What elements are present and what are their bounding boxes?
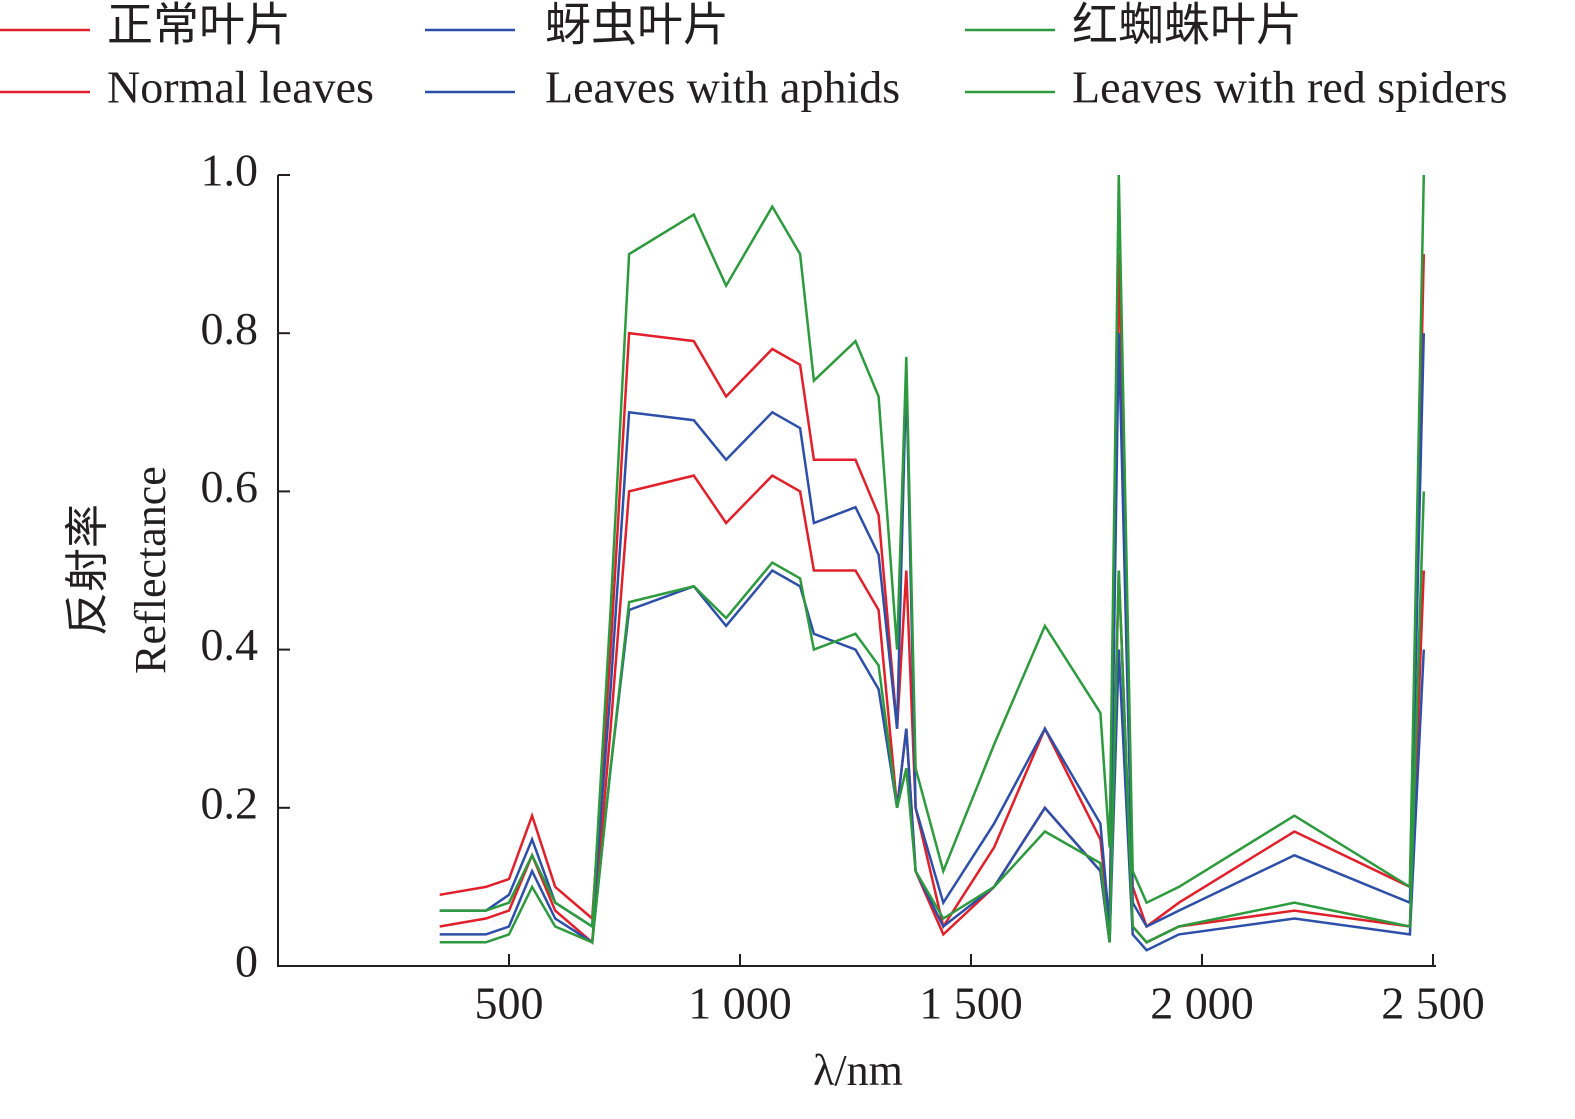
legend-label-en: Normal leaves bbox=[107, 62, 374, 113]
legend-label: 正常叶片 bbox=[107, 0, 291, 51]
y-tick-label: 0.2 bbox=[201, 777, 259, 828]
x-tick-label: 2 500 bbox=[1381, 978, 1485, 1029]
spectrum-line bbox=[439, 254, 1426, 930]
spectrum-line bbox=[439, 174, 1426, 929]
x-tick-label: 2 000 bbox=[1150, 978, 1254, 1029]
x-tick-label: 500 bbox=[475, 978, 544, 1029]
y-axis-label-en: Reflectance bbox=[126, 466, 175, 674]
y-tick-label: 0.6 bbox=[201, 461, 259, 512]
spectrum-line bbox=[439, 333, 1426, 929]
legend-label-en: Leaves with aphids bbox=[545, 62, 900, 113]
legend-label-en: Leaves with red spiders bbox=[1072, 62, 1508, 113]
x-axis-label: λ/nm bbox=[813, 1046, 903, 1095]
x-tick-label: 1 000 bbox=[688, 978, 792, 1029]
x-tick-label: 1 500 bbox=[919, 978, 1023, 1029]
y-tick-label: 0.8 bbox=[201, 303, 259, 354]
y-tick-label: 0 bbox=[235, 936, 258, 987]
y-tick-label: 0.4 bbox=[201, 619, 259, 670]
y-axis-label: 反射率 bbox=[63, 504, 112, 636]
y-tick-label: 1.0 bbox=[201, 145, 259, 196]
spectrum-line bbox=[439, 491, 1426, 945]
legend-label: 蚜虫叶片 bbox=[545, 0, 729, 51]
legend-label: 红蜘蛛叶片 bbox=[1072, 0, 1302, 51]
spectrum-line bbox=[439, 568, 1426, 952]
